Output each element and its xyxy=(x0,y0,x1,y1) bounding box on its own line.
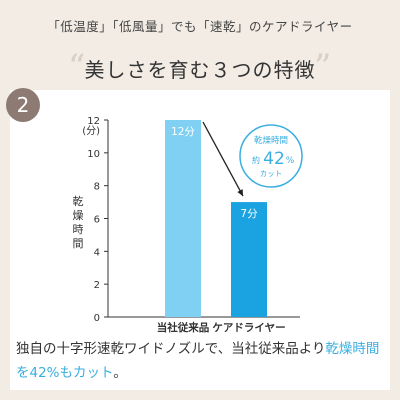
page-title: 美しさを育む３つの特徴 xyxy=(84,58,316,82)
bar-value-label: 7分 xyxy=(240,208,258,220)
y-tick-label: 2 xyxy=(94,280,100,291)
x-category-label: ケアドライヤー xyxy=(212,322,285,334)
bar-value-label: 12分 xyxy=(171,126,195,138)
y-tick-label: 10 xyxy=(87,149,100,160)
y-tick-label: 12 xyxy=(87,116,100,127)
top-tagline: 「低温度」「低風量」でも「速乾」のケアドライヤー xyxy=(47,19,353,34)
feature-caption: 独自の十字形速乾ワイドノズルで、当社従来品より乾燥時間 を42%もカット。 xyxy=(16,337,386,385)
y-tick-label: 6 xyxy=(94,215,100,226)
feature-number-badge: 2 xyxy=(6,88,40,122)
reduction-callout-circle xyxy=(239,124,303,188)
callout-line-3: カット xyxy=(260,169,283,178)
y-axis-title-char: 時 xyxy=(73,223,84,236)
y-tick-label: 0 xyxy=(94,313,100,324)
y-axis-title-char: 乾 xyxy=(73,195,84,208)
close-quote-icon: ” xyxy=(314,47,332,87)
y-tick-label: 8 xyxy=(94,182,100,193)
caption-text-2: 。 xyxy=(113,365,127,381)
open-quote-icon: “ xyxy=(68,47,86,87)
caption-highlight-2: を42%もカット xyxy=(16,365,114,381)
caption-highlight-1: 乾燥時間 xyxy=(325,341,380,357)
y-unit-label: (分) xyxy=(82,125,100,137)
y-axis-title-char: 間 xyxy=(73,237,84,250)
x-category-label: 当社従来品 xyxy=(157,321,210,334)
caption-text-1: 独自の十字形速乾ワイドノズルで、当社従来品より xyxy=(16,341,326,357)
callout-value: 42 xyxy=(263,149,285,169)
callout-line-1: 乾燥時間 xyxy=(254,135,288,146)
bar-1 xyxy=(231,202,267,317)
callout-prefix: 約 xyxy=(252,155,260,165)
decrease-arrow-line xyxy=(202,121,244,197)
y-tick-label: 4 xyxy=(94,247,100,258)
callout-unit: % xyxy=(286,156,295,166)
bar-0 xyxy=(165,120,201,317)
decrease-arrow-head xyxy=(237,189,243,197)
y-axis-title-char: 燥 xyxy=(73,209,84,222)
